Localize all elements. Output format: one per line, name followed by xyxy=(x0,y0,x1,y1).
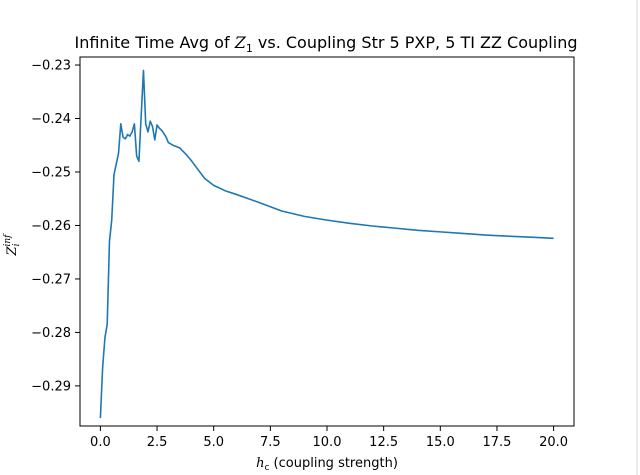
y-tick-label: −0.25 xyxy=(31,165,71,180)
x-tick-label: 15.0 xyxy=(426,435,455,450)
x-tick-label: 12.5 xyxy=(369,435,398,450)
y-tick-label: −0.23 xyxy=(31,59,71,74)
y-tick-label: −0.24 xyxy=(31,112,71,127)
y-axis-label-var: Z xyxy=(5,245,20,256)
x-tick-label: 20.0 xyxy=(539,435,568,450)
x-tick-label: 17.5 xyxy=(482,435,511,450)
x-axis-label: hc (coupling strength) xyxy=(256,456,398,473)
chart-title-prefix: Infinite Time Avg of xyxy=(74,33,234,52)
x-axis: 0.0 2.5 5.0 7.5 10.0 12.5 15.0 17.5 20.0 xyxy=(90,426,568,450)
x-axis-label-var: h xyxy=(256,456,264,471)
chart-title-var: Z xyxy=(234,33,247,52)
x-tick-label: 10.0 xyxy=(313,435,342,450)
series-line xyxy=(99,69,554,419)
y-axis-label-sub: i xyxy=(12,243,22,246)
x-axis-label-rest: (coupling strength) xyxy=(269,456,397,471)
x-tick-label: 2.5 xyxy=(147,435,168,450)
x-tick-label: 0.0 xyxy=(90,435,111,450)
y-tick-label: −0.26 xyxy=(31,219,71,234)
x-tick-label: 5.0 xyxy=(203,435,224,450)
plot-area xyxy=(79,56,575,427)
y-axis-label-sup: inf xyxy=(3,233,13,247)
chart-title: Infinite Time Avg of Z1 vs. Coupling Str… xyxy=(74,33,577,55)
y-tick-label: −0.27 xyxy=(31,272,71,287)
y-tick-label: −0.28 xyxy=(31,326,71,341)
y-axis: −0.29 −0.28 −0.27 −0.26 −0.25 −0.24 −0.23 xyxy=(31,59,80,394)
y-axis-label: Ziinf xyxy=(3,233,22,257)
chart-title-suffix: vs. Coupling Str 5 PXP, 5 TI ZZ Coupling xyxy=(253,33,578,52)
x-axis-label-sub: c xyxy=(264,463,269,473)
chart-title-sub: 1 xyxy=(246,42,253,55)
y-tick-label: −0.29 xyxy=(31,379,71,394)
x-tick-label: 7.5 xyxy=(260,435,281,450)
